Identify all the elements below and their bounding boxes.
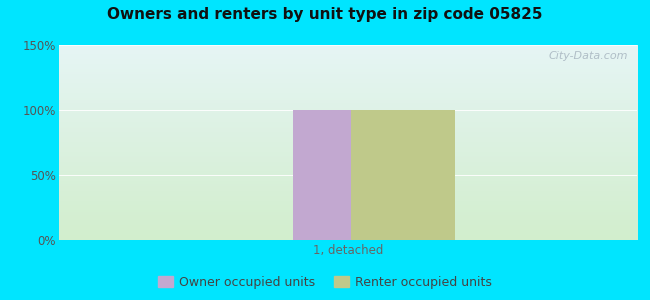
Text: City-Data.com: City-Data.com [549, 51, 629, 61]
Legend: Owner occupied units, Renter occupied units: Owner occupied units, Renter occupied un… [153, 271, 497, 294]
Bar [350, 110, 455, 240]
Text: Owners and renters by unit type in zip code 05825: Owners and renters by unit type in zip c… [107, 8, 543, 22]
Bar [292, 110, 397, 240]
